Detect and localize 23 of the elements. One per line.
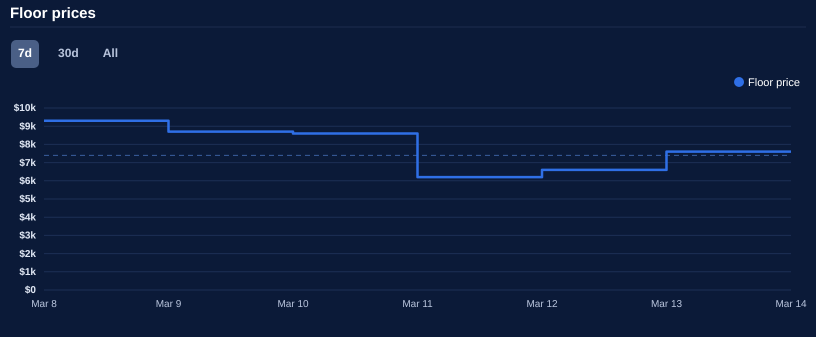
y-tick-label: $7k [19,158,36,169]
y-tick-label: $3k [19,230,36,242]
y-tick-label: $8k [19,140,36,151]
y-tick-label: $2k [19,248,36,260]
y-tick-label: $5k [19,194,36,206]
text: 30d [58,46,79,60]
x-tick-label: Mar 9 [156,299,182,310]
x-tick-label: Mar 11 [402,299,434,310]
y-tick-label: $0 [24,285,36,296]
y-tick-label: $4k [19,212,36,224]
y-tick-label: $10k [14,103,36,114]
x-tick-label: Mar 13 [650,299,682,310]
y-tick-label: $9k [19,121,36,132]
legend-label: Floor price [748,77,800,89]
y-tick-label: $6k [19,176,36,187]
text: All [102,46,118,60]
x-tick-label: Mar 12 [526,299,558,310]
x-tick-label: Mar 8 [31,299,58,310]
x-tick-label: Mar 10 [277,299,309,310]
x-tick-label: Mar 14 [775,299,807,310]
chart-title: Floor prices [10,5,96,22]
text: 7d [18,46,32,60]
y-tick-label: $1k [19,267,36,278]
